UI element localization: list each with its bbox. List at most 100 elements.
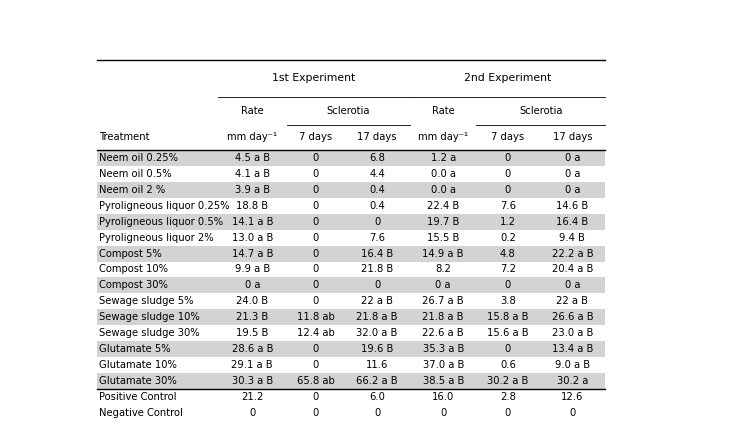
Text: 12.6: 12.6 — [561, 392, 584, 402]
Text: Pyroligneous liquor 2%: Pyroligneous liquor 2% — [99, 233, 213, 242]
Text: 30.2 a B: 30.2 a B — [487, 376, 528, 386]
Text: 15.8 a B: 15.8 a B — [487, 312, 528, 322]
Text: 0: 0 — [505, 169, 511, 179]
Text: 0: 0 — [312, 249, 319, 259]
Text: 0: 0 — [374, 280, 380, 290]
Text: Sewage sludge 5%: Sewage sludge 5% — [99, 296, 193, 306]
Text: 3.8: 3.8 — [500, 296, 516, 306]
Text: 19.5 B: 19.5 B — [236, 328, 268, 338]
Text: 0: 0 — [312, 185, 319, 195]
Text: 22.6 a B: 22.6 a B — [422, 328, 464, 338]
Text: 30.3 a B: 30.3 a B — [232, 376, 273, 386]
Text: 13.0 a B: 13.0 a B — [232, 233, 273, 242]
Text: Pyroligneous liquor 0.5%: Pyroligneous liquor 0.5% — [99, 216, 223, 227]
Text: 1.2 a: 1.2 a — [431, 153, 456, 163]
Text: Glutamate 5%: Glutamate 5% — [99, 344, 170, 354]
Bar — [97, 182, 605, 198]
Text: 22.4 B: 22.4 B — [427, 201, 459, 211]
Text: 37.0 a B: 37.0 a B — [422, 360, 464, 370]
Text: 14.7 a B: 14.7 a B — [231, 249, 273, 259]
Text: 21.8 a B: 21.8 a B — [356, 312, 398, 322]
Text: Positive Control: Positive Control — [99, 392, 176, 402]
Text: 19.6 B: 19.6 B — [361, 344, 393, 354]
Text: 0: 0 — [312, 153, 319, 163]
Text: 0 a: 0 a — [245, 280, 260, 290]
Text: 16.4 B: 16.4 B — [556, 216, 588, 227]
Text: 23.0 a B: 23.0 a B — [552, 328, 593, 338]
Text: 7.2: 7.2 — [500, 264, 516, 275]
Text: 22 a B: 22 a B — [361, 296, 393, 306]
Text: 0: 0 — [312, 280, 319, 290]
Text: 3.9 a B: 3.9 a B — [235, 185, 270, 195]
Text: 0: 0 — [312, 360, 319, 370]
Text: 0: 0 — [312, 296, 319, 306]
Text: 12.4 ab: 12.4 ab — [296, 328, 334, 338]
Bar — [97, 214, 605, 230]
Text: 19.7 B: 19.7 B — [427, 216, 459, 227]
Text: 66.2 a B: 66.2 a B — [356, 376, 398, 386]
Text: Rate: Rate — [241, 106, 264, 116]
Text: 0: 0 — [374, 408, 380, 418]
Text: 65.8 ab: 65.8 ab — [296, 376, 334, 386]
Text: 0: 0 — [312, 408, 319, 418]
Text: 0 a: 0 a — [436, 280, 451, 290]
Text: 26.7 a B: 26.7 a B — [422, 296, 464, 306]
Bar — [97, 278, 605, 293]
Text: 0.6: 0.6 — [500, 360, 516, 370]
Text: 0: 0 — [505, 185, 511, 195]
Text: Treatment: Treatment — [99, 132, 150, 142]
Text: 0: 0 — [312, 216, 319, 227]
Text: 4.8: 4.8 — [500, 249, 516, 259]
Text: 7.6: 7.6 — [500, 201, 516, 211]
Text: Neem oil 0.5%: Neem oil 0.5% — [99, 169, 172, 179]
Text: Rate: Rate — [432, 106, 454, 116]
Text: 15.5 B: 15.5 B — [427, 233, 459, 242]
Text: 7.6: 7.6 — [369, 233, 385, 242]
Text: mm day⁻¹: mm day⁻¹ — [227, 132, 277, 142]
Text: Neem oil 2 %: Neem oil 2 % — [99, 185, 165, 195]
Text: 0: 0 — [505, 280, 511, 290]
Text: 21.3 B: 21.3 B — [236, 312, 268, 322]
Text: Compost 30%: Compost 30% — [99, 280, 167, 290]
Text: 0: 0 — [312, 201, 319, 211]
Text: Pyroligneous liquor 0.25%: Pyroligneous liquor 0.25% — [99, 201, 230, 211]
Text: 9.9 a B: 9.9 a B — [235, 264, 270, 275]
Text: Compost 5%: Compost 5% — [99, 249, 162, 259]
Text: 0: 0 — [505, 408, 511, 418]
Text: 1.2: 1.2 — [500, 216, 516, 227]
Text: 16.4 B: 16.4 B — [361, 249, 393, 259]
Text: Sewage sludge 10%: Sewage sludge 10% — [99, 312, 199, 322]
Text: Sewage sludge 30%: Sewage sludge 30% — [99, 328, 199, 338]
Text: 0: 0 — [505, 153, 511, 163]
Text: 7 days: 7 days — [491, 132, 525, 142]
Text: Negative Control: Negative Control — [99, 408, 183, 418]
Text: 0: 0 — [440, 408, 446, 418]
Text: 0: 0 — [312, 169, 319, 179]
Text: 16.0: 16.0 — [432, 392, 454, 402]
Text: 0: 0 — [505, 344, 511, 354]
Text: 4.4: 4.4 — [369, 169, 385, 179]
Text: 0 a: 0 a — [565, 185, 580, 195]
Text: 11.6: 11.6 — [366, 360, 388, 370]
Text: 14.6 B: 14.6 B — [556, 201, 588, 211]
Text: 14.1 a B: 14.1 a B — [231, 216, 273, 227]
Text: 0.4: 0.4 — [369, 185, 385, 195]
Text: 21.2: 21.2 — [241, 392, 264, 402]
Text: 32.0 a B: 32.0 a B — [356, 328, 398, 338]
Bar — [97, 246, 605, 261]
Text: 17 days: 17 days — [357, 132, 397, 142]
Text: 6.8: 6.8 — [369, 153, 385, 163]
Text: 22 a B: 22 a B — [556, 296, 588, 306]
Text: 0 a: 0 a — [565, 169, 580, 179]
Text: 0: 0 — [569, 408, 576, 418]
Text: 17 days: 17 days — [553, 132, 592, 142]
Text: 7 days: 7 days — [299, 132, 332, 142]
Text: 30.2 a: 30.2 a — [556, 376, 588, 386]
Text: 21.8 B: 21.8 B — [361, 264, 393, 275]
Text: 9.0 a B: 9.0 a B — [555, 360, 590, 370]
Text: 13.4 a B: 13.4 a B — [552, 344, 593, 354]
Text: 21.8 a B: 21.8 a B — [422, 312, 464, 322]
Text: 28.6 a B: 28.6 a B — [231, 344, 273, 354]
Bar — [97, 405, 605, 421]
Text: 0: 0 — [312, 264, 319, 275]
